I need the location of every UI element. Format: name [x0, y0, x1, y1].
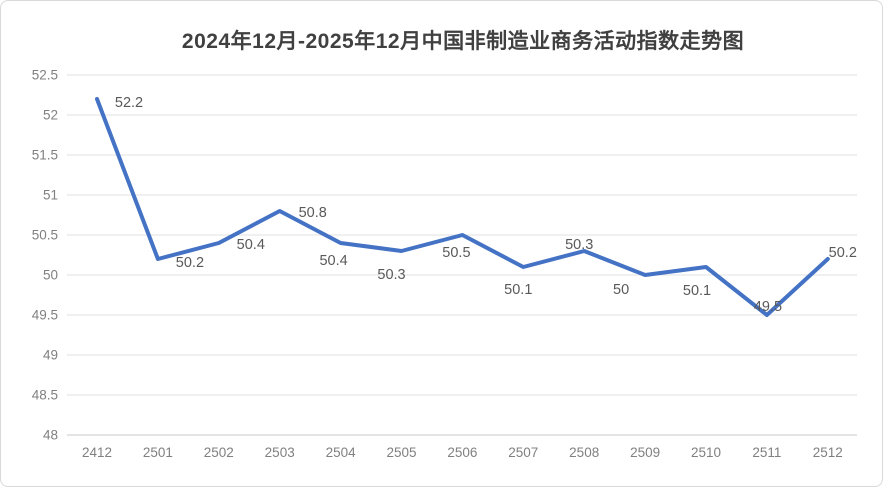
y-axis-tick-label: 51 [43, 188, 58, 203]
y-axis-tick-label: 48.5 [32, 388, 58, 403]
y-axis-tick-label: 51.5 [32, 148, 58, 163]
x-axis-tick-label: 2507 [508, 445, 538, 460]
x-axis-tick-label: 2506 [447, 445, 477, 460]
data-point-label: 50.3 [377, 267, 405, 283]
data-point-label: 50.4 [237, 237, 265, 253]
y-axis-tick-label: 50 [43, 268, 58, 283]
y-axis-tick-label: 49.5 [32, 308, 58, 323]
x-axis-tick-label: 2503 [265, 445, 295, 460]
data-point-label: 52.2 [115, 95, 143, 111]
data-point-label: 50.2 [176, 255, 204, 271]
y-axis-tick-label: 50.5 [32, 228, 58, 243]
data-point-label: 50.8 [299, 205, 327, 221]
data-point-label: 50.5 [442, 245, 470, 261]
x-axis-tick-label: 2511 [752, 445, 781, 460]
x-axis-tick-label: 2502 [204, 445, 234, 460]
y-axis-tick-label: 52 [43, 108, 58, 123]
data-point-label: 50.4 [319, 253, 347, 269]
data-point-label: 49.5 [754, 299, 782, 315]
x-axis-tick-label: 2501 [143, 445, 173, 460]
x-axis-tick-label: 2504 [326, 445, 357, 460]
y-axis-tick-label: 52.5 [32, 68, 58, 83]
y-axis-tick-label: 48 [43, 428, 58, 443]
data-line-series [95, 97, 830, 317]
data-point-label: 50.3 [565, 237, 593, 253]
data-point-label: 50.1 [504, 282, 532, 298]
chart-title: 2024年12月-2025年12月中国非制造业商务活动指数走势图 [181, 30, 745, 53]
x-axis-tick-label: 2512 [813, 445, 843, 460]
x-axis-tick-label: 2505 [386, 445, 416, 460]
data-point-label: 50.1 [683, 283, 711, 299]
x-axis-tick-label: 2510 [691, 445, 721, 460]
x-axis-tick-label: 2412 [82, 445, 112, 460]
x-axis-tick-label: 2508 [569, 445, 599, 460]
data-point-label: 50 [613, 282, 629, 298]
x-axis-tick-label: 2509 [630, 445, 660, 460]
y-axis-tick-label: 49 [43, 348, 58, 363]
data-point-label: 50.2 [829, 245, 857, 261]
